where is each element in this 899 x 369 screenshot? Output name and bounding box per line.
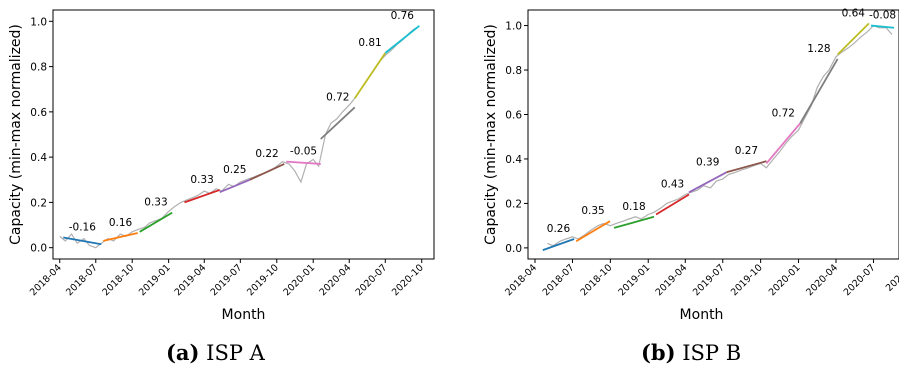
x-tick-label-0: 2018-04 bbox=[503, 262, 539, 298]
x-tick-label-7: 2020-01 bbox=[767, 262, 803, 298]
slope-label-9: 0.81 bbox=[358, 37, 381, 49]
caption-a-text: ISP A bbox=[206, 341, 265, 365]
slope-label-7: -0.05 bbox=[290, 146, 317, 158]
x-axis-label: Month bbox=[680, 307, 724, 323]
x-tick-label-3: 2019-01 bbox=[617, 262, 653, 298]
slope-label-2: 0.16 bbox=[109, 217, 133, 229]
trend-segment-3 bbox=[139, 211, 173, 233]
x-tick-label-4: 2019-04 bbox=[173, 262, 209, 298]
trend-segment-6 bbox=[249, 163, 285, 181]
trend-segment-3 bbox=[613, 215, 655, 229]
trend-segment-9 bbox=[837, 22, 870, 56]
slope-label-8: 0.72 bbox=[326, 91, 349, 103]
trend-segment-1 bbox=[63, 236, 102, 246]
trend-segment-4 bbox=[655, 193, 690, 216]
y-tick-label-3: 0.6 bbox=[30, 107, 47, 119]
y-tick-label-4: 0.8 bbox=[30, 62, 47, 74]
x-tick-label-5: 2019-07 bbox=[209, 262, 245, 298]
x-tick-label-10: 2020-10 bbox=[390, 262, 426, 298]
x-tick-label-9: 2020-07 bbox=[354, 262, 390, 298]
y-tick-label-5: 1.0 bbox=[30, 16, 47, 28]
caption-b: (b) ISP B bbox=[641, 340, 741, 365]
x-tick-label-8: 2020-04 bbox=[318, 262, 354, 298]
caption-a: (a) ISP A bbox=[166, 340, 265, 365]
slope-label-4: 0.43 bbox=[661, 179, 684, 191]
y-tick-label-4: 0.8 bbox=[505, 65, 522, 77]
slope-label-2: 0.35 bbox=[581, 205, 604, 217]
x-tick-label-6: 2019-10 bbox=[729, 262, 765, 298]
slope-label-1: 0.26 bbox=[547, 223, 571, 235]
slope-label-9: 0.64 bbox=[842, 7, 866, 19]
chart-panel-a: -0.16 0.16 0.33 0.33 0.25 0.22 -0.05 0.72 0.81 0.… bbox=[8, 9, 435, 323]
caption-b-label: (b) bbox=[641, 340, 676, 365]
trend-segment-10 bbox=[870, 24, 895, 29]
axes-frame bbox=[527, 9, 899, 260]
x-tick-label-5: 2019-07 bbox=[691, 262, 727, 298]
slope-label-10: 0.76 bbox=[391, 10, 415, 22]
x-tick-label-0: 2018-04 bbox=[28, 262, 64, 298]
x-tick-label-9: 2020-07 bbox=[842, 262, 878, 298]
trend-segment-6 bbox=[726, 160, 767, 174]
y-tick-label-0: 0.0 bbox=[30, 243, 47, 255]
trend-segment-2 bbox=[103, 232, 138, 242]
trend-segment-2 bbox=[575, 220, 611, 242]
slope-label-5: 0.25 bbox=[223, 164, 246, 176]
x-tick-label-8: 2020-04 bbox=[804, 262, 840, 298]
raw-capacity-series bbox=[59, 27, 416, 249]
y-axis-label: Capacity (min-max normalized) bbox=[8, 24, 24, 245]
chart-panel-b: 0.26 0.35 0.18 0.43 0.39 0.27 0.72 1.28 0.64 -0.0… bbox=[483, 7, 899, 323]
slope-label-6: 0.27 bbox=[735, 145, 758, 157]
slope-label-1: -0.16 bbox=[69, 221, 96, 233]
y-tick-label-1: 0.2 bbox=[30, 197, 47, 209]
trend-segment-5 bbox=[219, 178, 251, 194]
y-tick-label-0: 0.0 bbox=[505, 243, 522, 255]
slope-label-8: 1.28 bbox=[807, 43, 830, 55]
x-tick-label-1: 2018-07 bbox=[541, 262, 577, 298]
slope-label-4: 0.33 bbox=[190, 174, 213, 186]
y-tick-label-1: 0.2 bbox=[505, 198, 522, 210]
slope-label-3: 0.33 bbox=[144, 197, 167, 209]
caption-b-text: ISP B bbox=[682, 341, 742, 365]
slope-label-3: 0.18 bbox=[622, 201, 645, 213]
x-tick-label-7: 2020-01 bbox=[281, 262, 317, 298]
y-tick-label-5: 1.0 bbox=[505, 21, 522, 33]
trend-segment-5 bbox=[688, 171, 727, 194]
x-tick-label-6: 2019-10 bbox=[245, 262, 281, 298]
x-tick-label-4: 2019-04 bbox=[654, 262, 690, 298]
y-axis-label: Capacity (min-max normalized) bbox=[483, 24, 499, 245]
trend-segment-7 bbox=[765, 122, 801, 164]
slope-label-10: -0.08 bbox=[869, 10, 896, 22]
trend-segment-10 bbox=[384, 25, 420, 54]
trend-segment-8 bbox=[799, 58, 839, 124]
x-tick-label-3: 2019-01 bbox=[137, 262, 173, 298]
trend-segment-4 bbox=[184, 189, 221, 204]
x-tick-label-2: 2018-10 bbox=[579, 262, 615, 298]
trend-segment-9 bbox=[354, 52, 387, 99]
trend-segment-7 bbox=[286, 160, 321, 165]
y-tick-label-3: 0.6 bbox=[505, 109, 522, 121]
caption-a-label: (a) bbox=[166, 340, 200, 365]
y-tick-label-2: 0.4 bbox=[505, 154, 522, 166]
x-tick-label-1: 2018-07 bbox=[64, 262, 100, 298]
x-tick-label-10: 2020-1 bbox=[884, 262, 899, 294]
slope-label-6: 0.22 bbox=[255, 148, 278, 160]
y-tick-label-2: 0.4 bbox=[30, 152, 47, 164]
x-tick-label-2: 2018-10 bbox=[100, 262, 136, 298]
trend-segment-8 bbox=[320, 106, 356, 140]
slope-label-7: 0.72 bbox=[772, 107, 795, 119]
axes-frame bbox=[52, 9, 435, 260]
x-axis-label: Month bbox=[222, 307, 266, 323]
slope-label-5: 0.39 bbox=[696, 156, 719, 168]
trend-segment-1 bbox=[542, 238, 575, 251]
